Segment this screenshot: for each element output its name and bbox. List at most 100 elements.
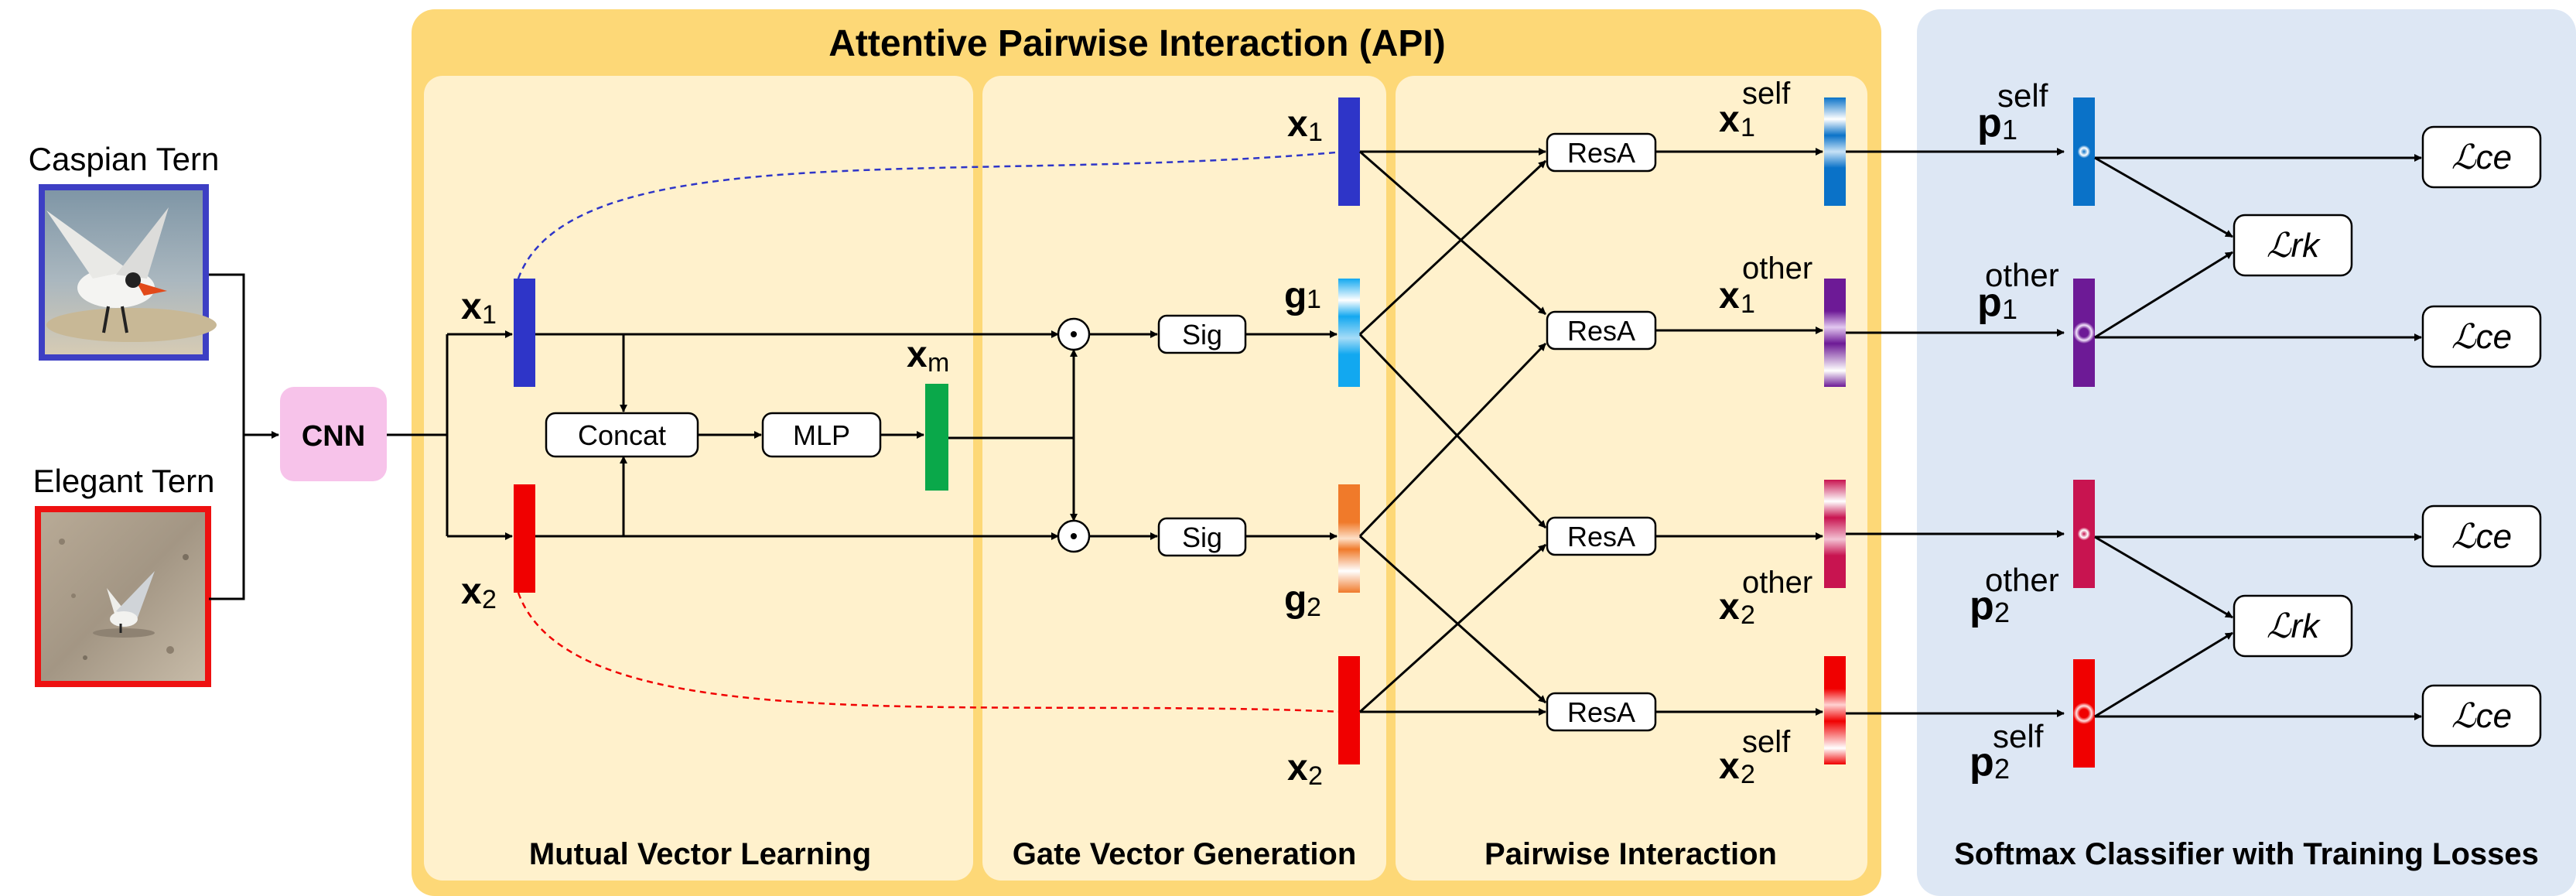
g1-label: g 1 <box>1284 275 1321 316</box>
p1-other-sub: 1 <box>2002 293 2017 325</box>
g2-bar <box>1338 484 1360 593</box>
x2-other-sub: 2 <box>1741 600 1755 630</box>
x1-left-sub: 1 <box>482 300 497 330</box>
p2-other-label: p 2 other <box>1970 562 2059 628</box>
x1-other-label: x 1 other <box>1719 251 1812 319</box>
loss-arrows <box>2094 154 2422 720</box>
caspian-tern-label: Caspian Tern <box>29 141 220 177</box>
x2-dashed-link <box>517 592 1345 713</box>
p1-other-sup: other <box>1985 257 2059 293</box>
g2-g: g <box>1284 579 1307 620</box>
elegant-tern-image <box>35 506 211 687</box>
x2-other-label: x 2 other <box>1719 566 1812 630</box>
x1-self-label: x 1 self <box>1719 77 1791 142</box>
rk-loss-box-2 <box>2233 594 2353 658</box>
x1-bar-right <box>1338 97 1360 206</box>
sig2-label: Sig <box>1182 522 1222 553</box>
dot-product-2-center <box>1071 533 1077 539</box>
ce-loss-box-2 <box>2421 305 2542 368</box>
p1-self-sub: 1 <box>2002 114 2017 145</box>
g2-sub: 2 <box>1307 593 1321 622</box>
xm-bar <box>925 384 948 491</box>
pairwise-arrows <box>1358 148 1547 716</box>
x1-self-x: x <box>1719 99 1740 140</box>
x1-self-sub: 1 <box>1741 113 1755 142</box>
ce-loss-label-2: ℒce <box>2451 318 2512 356</box>
x2-self-x: x <box>1719 746 1740 787</box>
p1-self-glyph <box>2073 141 2095 162</box>
concat-label: Concat <box>578 419 666 451</box>
xm-sub: m <box>928 348 949 378</box>
p2-self-label: p 2 self <box>1970 718 2044 785</box>
p2-self-sup: self <box>1993 718 2044 754</box>
rk-loss-label-1: ℒrk <box>2267 227 2321 265</box>
x2-left-x: x <box>461 571 482 612</box>
rk-loss-label-2: ℒrk <box>2267 607 2321 645</box>
cnn-output-lines <box>387 334 449 536</box>
section-classifier-label: Softmax Classifier with Training Losses <box>1954 837 2539 871</box>
p1-other-p: p <box>1977 280 2002 325</box>
x1-right-x: x <box>1287 104 1308 145</box>
p2-other-sub: 2 <box>1994 597 2010 628</box>
x1-self-sup: self <box>1742 77 1791 111</box>
elegant-tern-label: Elegant Tern <box>32 463 214 499</box>
ce-loss-box-3 <box>2421 504 2542 568</box>
p1-self-label: p 1 self <box>1977 77 2048 145</box>
section-gate-label: Gate Vector Generation <box>1013 837 1357 871</box>
mlp-label: MLP <box>793 419 850 451</box>
x2-self-sup: self <box>1742 725 1791 759</box>
resa-label-1: ResA <box>1567 137 1635 169</box>
x2-self-label: x 2 self <box>1719 725 1791 789</box>
x1-other-x: x <box>1719 275 1740 316</box>
cnn-label: CNN <box>302 420 365 453</box>
p2-self-sub: 2 <box>1994 753 2010 785</box>
ce-loss-box-1 <box>2421 125 2542 189</box>
g1-g: g <box>1284 275 1307 316</box>
x2-right-label: x 2 <box>1287 747 1323 791</box>
x1-right-sub: 1 <box>1308 118 1323 147</box>
x1-dashed-link <box>517 150 1345 279</box>
x1-other-bar <box>1824 279 1846 387</box>
xm-label: x m <box>907 334 949 378</box>
x2-other-sup: other <box>1742 566 1812 600</box>
g2-label: g 2 <box>1284 579 1321 622</box>
p1-self-p: p <box>1977 101 2002 145</box>
x2-left-label: x 2 <box>461 571 497 614</box>
x2-other-x: x <box>1719 587 1740 628</box>
p2-self-glyph <box>2073 703 2095 724</box>
x2-other-bar <box>1824 480 1846 588</box>
ce-loss-label-1: ℒce <box>2451 139 2512 176</box>
resa-label-4: ResA <box>1567 696 1635 728</box>
resa-to-output-arrows <box>1655 148 1823 716</box>
p2-other-glyph <box>2073 523 2095 545</box>
cnn-block <box>280 387 387 481</box>
x2-right-x: x <box>1287 747 1308 788</box>
x1-right-label: x 1 <box>1287 104 1323 147</box>
x1-other-sup: other <box>1742 251 1812 286</box>
caspian-tern-image <box>39 184 217 361</box>
p1-self-sup: self <box>1997 77 2048 114</box>
g1-sub: 1 <box>1307 285 1321 314</box>
section-mutual-label: Mutual Vector Learning <box>529 837 871 871</box>
x2-left-sub: 2 <box>482 585 497 614</box>
p2-other-p: p <box>1970 583 1994 628</box>
p1-other-label: p 1 other <box>1977 257 2059 325</box>
resa-label-3: ResA <box>1567 521 1635 552</box>
x2-self-bar <box>1824 656 1846 764</box>
to-classifier-arrows <box>1846 148 2065 717</box>
input-connectors <box>209 273 245 600</box>
sig1-label: Sig <box>1182 319 1222 351</box>
ce-loss-box-4 <box>2421 684 2542 747</box>
x1-other-sub: 1 <box>1741 289 1755 319</box>
main-title: Attentive Pairwise Interaction (API) <box>828 23 1446 64</box>
p1-other-glyph <box>2073 322 2095 344</box>
gate-panel <box>982 76 1386 881</box>
ce-loss-label-3: ℒce <box>2451 518 2512 556</box>
x1-left-label: x 1 <box>461 286 497 330</box>
x1-left-x: x <box>461 286 482 327</box>
rk-loss-box-1 <box>2233 214 2353 277</box>
ce-loss-label-4: ℒce <box>2451 697 2512 735</box>
p2-self-p: p <box>1970 740 1994 785</box>
pairwise-panel <box>1396 76 1867 881</box>
